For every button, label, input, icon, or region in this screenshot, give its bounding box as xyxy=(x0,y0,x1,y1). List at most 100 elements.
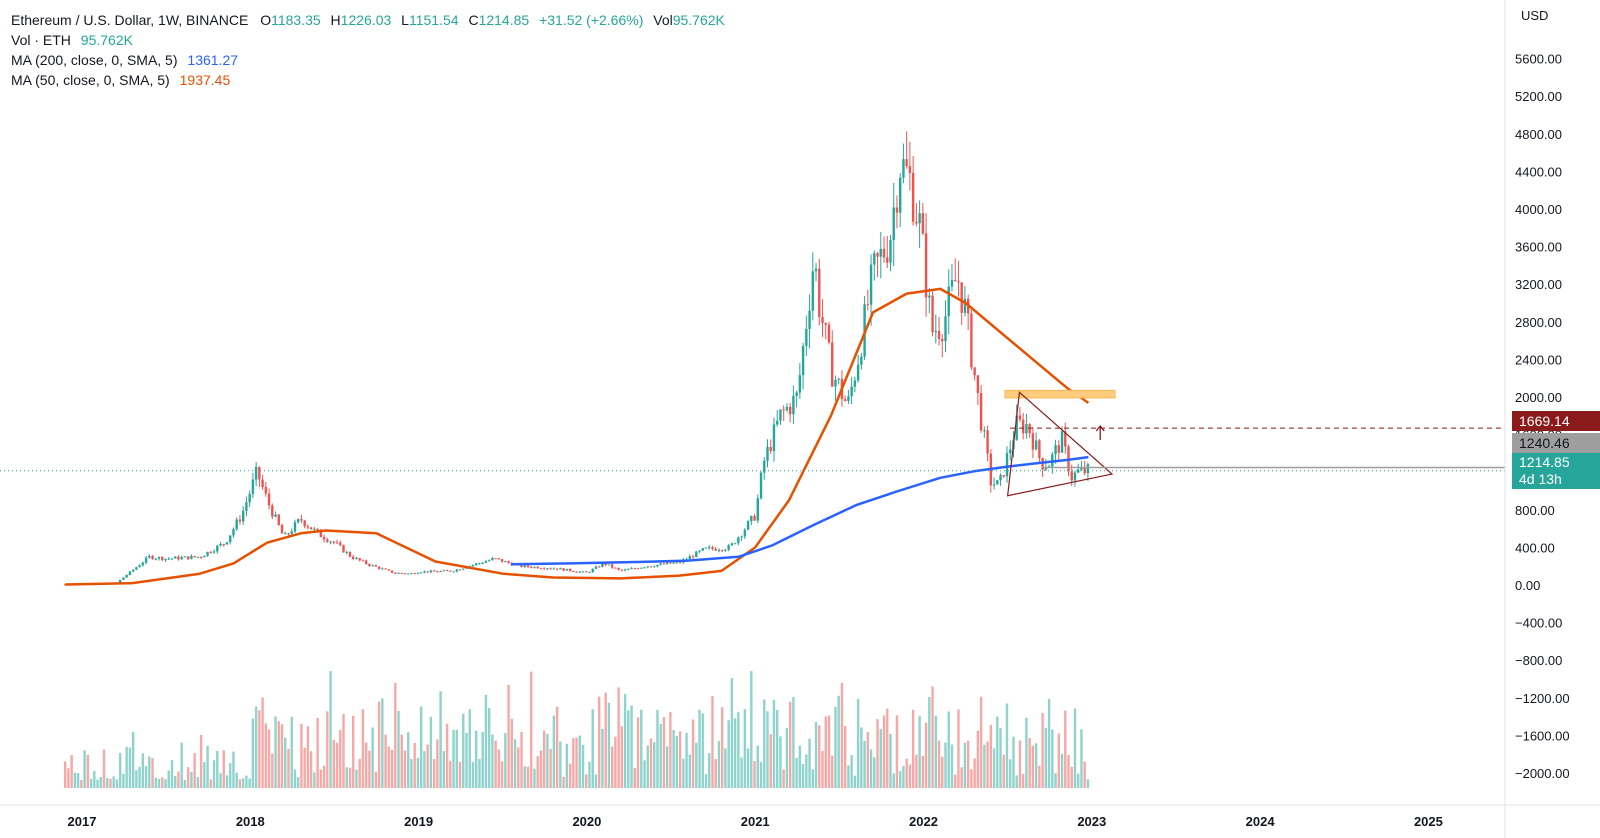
volume-bar xyxy=(193,753,196,788)
candle-body xyxy=(973,367,976,376)
candle-body xyxy=(1077,469,1080,473)
volume-indicator-row[interactable]: Vol · ETH 95.762K xyxy=(11,30,725,50)
candle-body xyxy=(170,558,174,560)
price-axis[interactable]: 5600.00 5200.00 4800.00 4400.00 4000.00 3600.… xyxy=(1504,0,1570,838)
volume-bar xyxy=(944,742,947,788)
volume-bar xyxy=(542,730,546,788)
ma50-value: 1937.45 xyxy=(179,72,231,88)
ma50-line[interactable] xyxy=(65,287,1090,586)
candle-body xyxy=(824,322,827,325)
candle-body xyxy=(944,316,947,342)
volume-bar xyxy=(445,723,449,788)
volume-bar xyxy=(585,774,588,788)
volume-bar xyxy=(685,732,688,788)
volume-bar xyxy=(779,736,782,788)
candle-body xyxy=(662,563,666,565)
candle-body xyxy=(322,537,326,540)
candle-body xyxy=(698,550,701,552)
volume-bar xyxy=(112,776,115,788)
volume-bar xyxy=(504,732,507,788)
volume-bar xyxy=(924,722,928,788)
candle-body xyxy=(254,466,258,480)
price-tick-label: −800.00 xyxy=(1515,653,1562,668)
candle-body xyxy=(118,579,122,583)
candle-body xyxy=(607,564,611,566)
volume-bar xyxy=(918,715,921,788)
symbol-title[interactable]: Ethereum / U.S. Dollar, 1W, BINANCE xyxy=(11,12,249,28)
candle-body xyxy=(368,563,371,566)
ma200-row[interactable]: MA (200, close, 0, SMA, 5) 1361.27 xyxy=(11,50,725,70)
candle-body xyxy=(568,568,572,572)
ma-price-value: 1240.46 xyxy=(1519,435,1570,451)
volume-bar xyxy=(682,758,685,788)
ohlc-row[interactable]: Ethereum / U.S. Dollar, 1W, BINANCE O118… xyxy=(11,10,725,30)
candle-body xyxy=(701,548,704,551)
candle-body xyxy=(261,479,264,487)
candle-body xyxy=(258,466,261,480)
high-value: 1226.03 xyxy=(340,12,392,28)
volume-bar xyxy=(429,716,433,788)
volume-bar xyxy=(426,744,429,788)
volume-bar xyxy=(229,762,232,788)
candle-body xyxy=(125,574,128,578)
price-tick-label: 3600.00 xyxy=(1515,240,1562,255)
volume-bar xyxy=(410,759,413,788)
volume-bar xyxy=(662,717,666,788)
ma200-line[interactable] xyxy=(511,455,1089,566)
axis-currency-label[interactable]: USD xyxy=(1521,8,1549,23)
candle-body xyxy=(164,558,167,561)
volume-bar xyxy=(436,739,439,788)
volume-bar xyxy=(1047,698,1051,788)
volume-bar xyxy=(93,770,96,788)
volume-bar xyxy=(837,695,840,788)
volume-bar xyxy=(873,757,876,788)
candle-body xyxy=(766,446,769,461)
candle-body xyxy=(462,568,465,570)
candle-body xyxy=(850,386,853,397)
candle-body xyxy=(633,568,637,570)
volume-bar xyxy=(552,715,556,788)
candle-body xyxy=(400,572,403,574)
candle-body xyxy=(478,563,481,565)
time-axis[interactable]: 2017 2018 2019 2020 2021 2022 2023 2024 2025 xyxy=(0,804,1600,829)
candle-body xyxy=(523,565,526,568)
candle-body xyxy=(326,539,329,542)
breakout-arrow-icon[interactable] xyxy=(1095,424,1105,440)
candle-body xyxy=(1025,424,1028,434)
candle-body xyxy=(241,510,245,522)
volume-bar xyxy=(416,757,420,788)
volume-bar xyxy=(290,716,293,788)
candle-body xyxy=(335,542,339,544)
candle-body xyxy=(630,568,633,570)
alert-price-tag[interactable]: 1669.14 xyxy=(1512,411,1600,431)
candle-body xyxy=(772,424,776,452)
drawings[interactable] xyxy=(0,389,1505,497)
volume-bar xyxy=(633,768,637,788)
resistance-zone[interactable] xyxy=(1004,389,1116,399)
volume-bar xyxy=(876,719,879,788)
candle-body xyxy=(167,558,170,560)
volume-bar xyxy=(594,774,598,788)
candle-body xyxy=(458,569,462,571)
time-tick-label: 2024 xyxy=(1246,814,1276,829)
volume-bar xyxy=(487,707,491,788)
ma50-row[interactable]: MA (50, close, 0, SMA, 5) 1937.45 xyxy=(11,70,725,90)
candle-body xyxy=(1015,415,1018,440)
candle-body xyxy=(225,542,229,545)
volume-bar xyxy=(1034,743,1038,788)
price-tick-label: 800.00 xyxy=(1515,503,1555,518)
volume-bar xyxy=(135,770,138,788)
candle-body xyxy=(339,542,342,546)
candle-body xyxy=(941,338,944,342)
triangle-pattern[interactable] xyxy=(1006,391,1114,497)
volume-bar xyxy=(238,779,242,788)
volume-bar xyxy=(1051,729,1054,788)
volume-bar xyxy=(614,736,617,788)
candle-body xyxy=(549,568,552,570)
candle-body xyxy=(559,568,562,570)
volume-bar xyxy=(332,739,336,788)
volume-bar xyxy=(720,707,724,788)
candle-body xyxy=(203,555,206,558)
volume-bar xyxy=(73,772,77,788)
